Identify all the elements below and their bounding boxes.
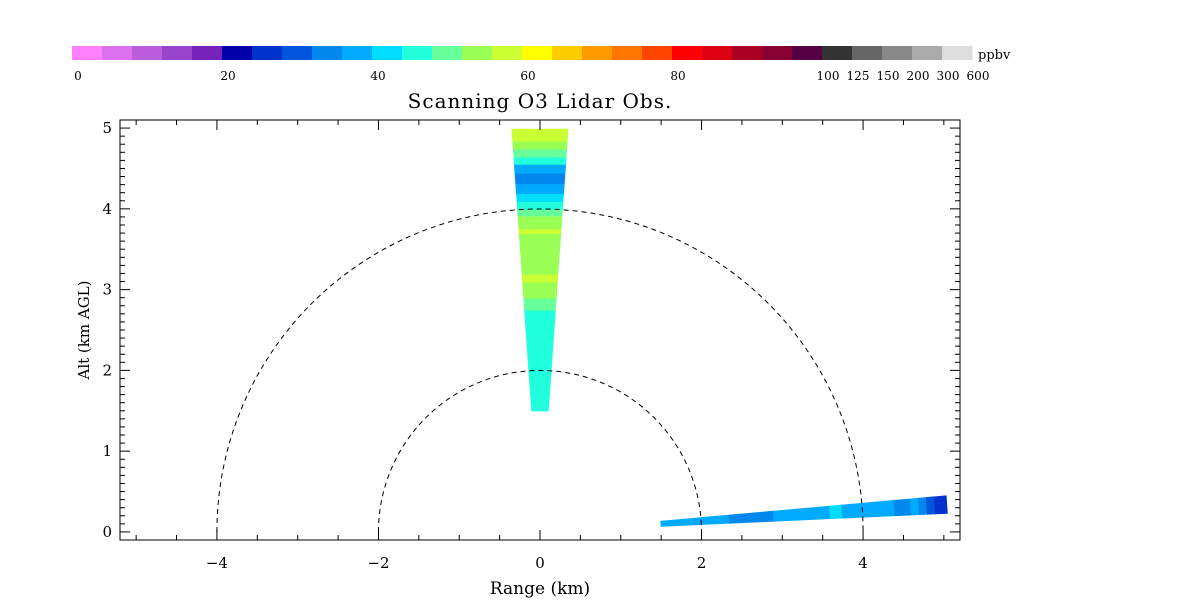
range-circles [216,208,864,532]
colorbar-cell [612,46,643,60]
axes: −4 −2 0 2 4 0 1 2 3 4 5 [102,119,961,572]
colorbar-cell [372,46,403,60]
scan-bin [529,386,551,412]
scan-bin [925,496,936,515]
scan-bin [518,228,562,235]
scan-layer [511,128,948,527]
y-tick-label: 0 [102,523,112,541]
y-tick-label: 4 [102,200,112,218]
x-tick-label: 4 [858,554,868,572]
range-circle [377,369,703,532]
colorbar-cell [552,46,583,60]
scan-bin [893,498,912,517]
colorbar-tick-label: 125 [847,69,870,83]
colorbar-unit: ppbv [978,48,1011,63]
colorbar-cell [852,46,883,60]
colorbar-cell [432,46,463,60]
chart-title: Scanning O3 Lidar Obs. [408,89,673,113]
scan-bin [514,173,566,185]
colorbar-tick-label: 80 [670,69,685,83]
scan-bin [516,193,564,202]
colorbar-tick-label: 100 [817,69,840,83]
colorbar-cell [102,46,133,60]
scan-bin [917,497,928,516]
scan-bin [513,156,567,165]
scan-bin [829,504,843,520]
scan-bin [523,297,557,311]
colorbar-cell [162,46,193,60]
scan-bin [522,281,558,299]
scan-bin [728,510,775,524]
scan-bin [517,209,563,217]
x-axis-label: Range (km) [490,579,590,599]
colorbar-cell [642,46,673,60]
colorbar-cell [312,46,343,60]
plot-area: −4 −2 0 2 4 0 1 2 3 4 5 [102,119,961,572]
scan-bin [516,201,564,210]
colorbar-cell [342,46,373,60]
colorbar-cell [492,46,523,60]
colorbar-cell [822,46,853,60]
scan-bin [513,164,567,174]
x-tick-label: 2 [697,554,707,572]
colorbar-cell [942,46,973,60]
scan-bin [700,514,730,525]
y-tick-label: 5 [102,119,112,137]
colorbar-cell [912,46,943,60]
colorbar-cell [402,46,433,60]
scan-bin [933,495,948,515]
colorbar-cell [762,46,793,60]
colorbar-tick-label: 40 [370,69,385,83]
scan-bin [909,497,920,516]
colorbar-cell [672,46,703,60]
scan-bin [524,310,556,388]
colorbar-cell [222,46,253,60]
colorbar-cell [72,46,103,60]
colorbar-tick-label: 600 [967,69,990,83]
scan-bin [512,148,568,158]
colorbar-cell [522,46,553,60]
scan-bin [841,500,896,519]
scan-bin [660,517,702,527]
colorbar-cell [702,46,733,60]
scan-bin [518,233,562,275]
colorbar-tick-label: 150 [877,69,900,83]
scan-bin [515,183,565,194]
range-circle [216,208,864,532]
y-tick-label: 3 [102,281,112,299]
x-tick-label: −4 [206,554,228,572]
colorbar-tick-label: 300 [937,69,960,83]
colorbar [72,46,973,60]
colorbar-cell [582,46,613,60]
y-tick-label: 2 [102,361,112,379]
colorbar-cell [462,46,493,60]
colorbar-cell [792,46,823,60]
scan-bin [512,140,568,150]
x-tick-label: 0 [535,554,545,572]
y-tick-label: 1 [102,442,112,460]
colorbar-cell [132,46,163,60]
colorbar-cell [282,46,313,60]
colorbar-tick-labels: 0 20 40 60 80 100 125 150 200 300 600 [74,69,989,83]
colorbar-tick-label: 60 [520,69,535,83]
y-axis-label: Alt (km AGL) [75,281,93,381]
scan-bin [521,273,559,283]
x-tick-label: −2 [367,554,389,572]
colorbar-tick-label: 20 [220,69,235,83]
colorbar-tick-label: 200 [907,69,930,83]
colorbar-cell [882,46,913,60]
scan-bin [517,215,563,230]
colorbar-cell [192,46,223,60]
colorbar-cell [732,46,763,60]
scan-bin [511,128,569,142]
scan-bin [772,505,831,522]
colorbar-cell [252,46,283,60]
colorbar-tick-label: 0 [74,69,82,83]
